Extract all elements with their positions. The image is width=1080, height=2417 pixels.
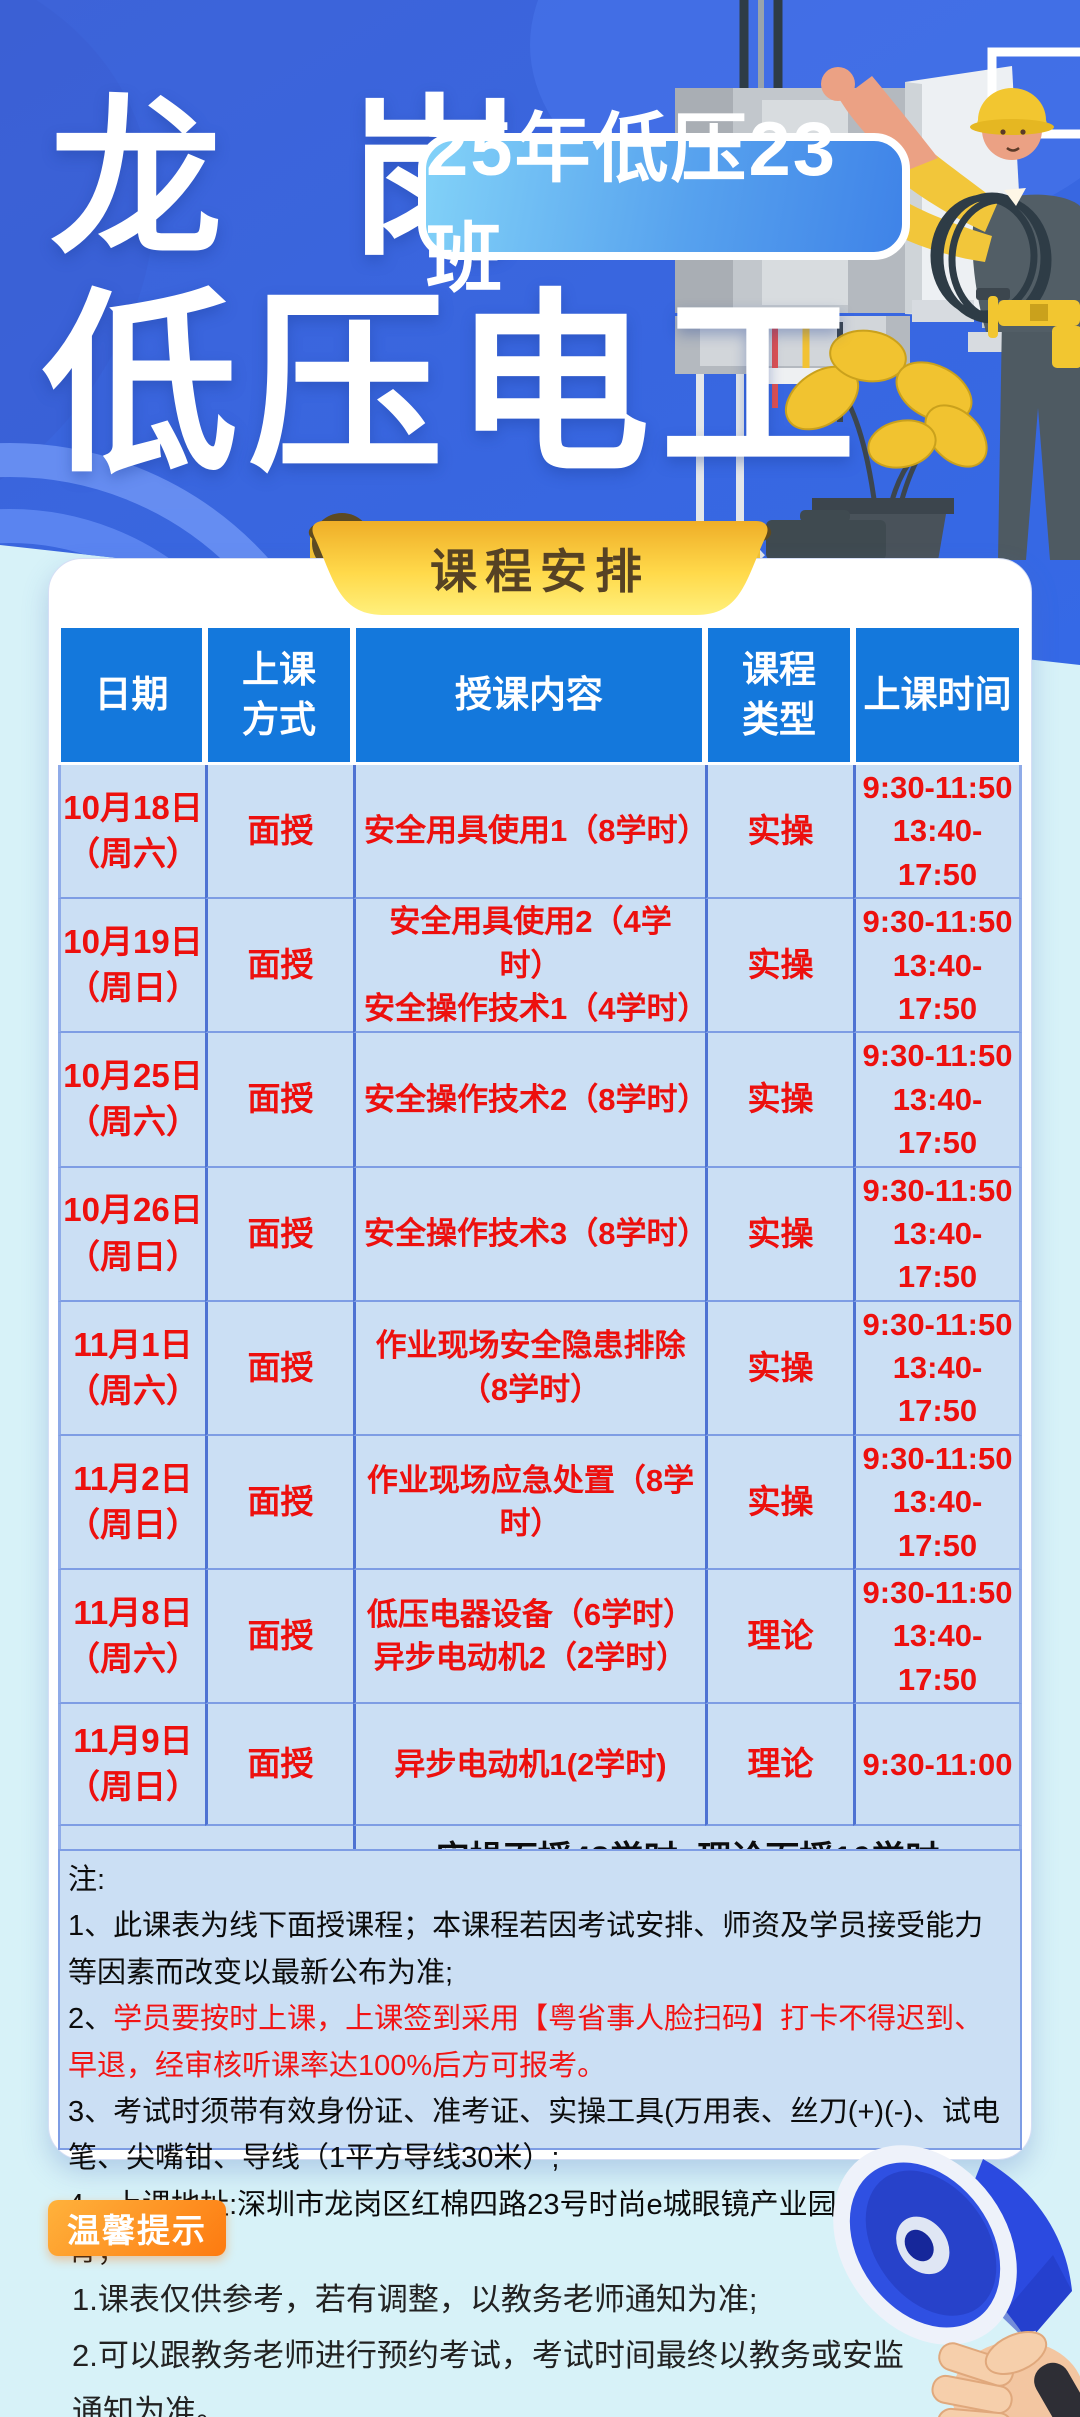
cell-type: 实操 — [705, 1167, 853, 1302]
table-row: 10月18日 （周六） 面授 安全用具使用1（8学时） 实操 9:30-11:5… — [58, 765, 1022, 900]
note-line-2: 2、学员要按时上课，上课签到采用【粤省事人脸扫码】打卡不得迟到、早退，经审核听课… — [68, 1996, 1012, 2089]
table-row: 11月8日 （周六） 面授 低压电器设备（6学时） 异步电动机2（2学时） 理论… — [58, 1570, 1022, 1705]
cell-type: 实操 — [705, 765, 853, 900]
tips-text: 1.课表仅供参考，若有调整，以教务老师通知为准; 2.可以跟教务老师进行预约考试… — [72, 2272, 932, 2417]
cell-content: 安全用具使用2（4学时） 安全操作技术1（4学时） — [353, 899, 708, 1034]
cell-type: 实操 — [705, 1435, 853, 1571]
col-header-method: 上课 方式 — [205, 625, 353, 765]
cell-date: 10月19日 （周日） — [58, 899, 205, 1034]
tip-line-2: 2.可以跟教务老师进行预约考试，考试时间最终以教务或安监通知为准。 — [72, 2337, 904, 2417]
cell-time: 9:30-11:00 — [853, 1704, 1022, 1827]
cell-time: 9:30-11:50 13:40-17:50 — [853, 1435, 1022, 1571]
cell-time: 9:30-11:50 13:40-17:50 — [853, 899, 1022, 1034]
schedule-table: 日期 上课 方式 授课内容 课程 类型 上课时间 10月18日 （周六） 面授 … — [58, 625, 1022, 1949]
cell-date: 11月9日 （周日） — [58, 1704, 205, 1827]
cell-content: 安全操作技术2（8学时） — [353, 1033, 708, 1168]
table-row: 11月1日 （周六） 面授 作业现场安全隐患排除（8学时） 实操 9:30-11… — [58, 1301, 1022, 1436]
table-row: 10月25日 （周六） 面授 安全操作技术2（8学时） 实操 9:30-11:5… — [58, 1033, 1022, 1168]
table-row: 11月2日 （周日） 面授 作业现场应急处置（8学时） 实操 9:30-11:5… — [58, 1435, 1022, 1571]
table-row: 10月19日 （周日） 面授 安全用具使用2（4学时） 安全操作技术1（4学时）… — [58, 899, 1022, 1034]
cell-content: 作业现场应急处置（8学时） — [353, 1435, 705, 1571]
warm-tips-badge: 温馨提示 — [48, 2200, 226, 2256]
cell-time: 9:30-11:50 13:40-17:50 — [853, 1301, 1022, 1436]
cell-content: 安全用具使用1（8学时） — [353, 765, 708, 900]
cell-date: 11月8日 （周六） — [58, 1570, 205, 1705]
cell-type: 理论 — [705, 1570, 853, 1705]
cell-method: 面授 — [205, 1301, 353, 1436]
cell-time: 9:30-11:50 13:40-17:50 — [853, 1570, 1022, 1705]
table-row: 11月9日 （周日） 面授 异步电动机1(2学时) 理论 9:30-11:00 — [58, 1704, 1022, 1827]
cell-method: 面授 — [205, 765, 353, 900]
cell-date: 10月18日 （周六） — [58, 765, 205, 900]
page-title-course: 低压电工 — [42, 279, 867, 496]
header-banner — [0, 0, 1080, 665]
ribbon-title: 课程安排 — [430, 545, 650, 598]
cell-method: 面授 — [205, 899, 353, 1034]
cell-type: 实操 — [705, 1033, 853, 1168]
note-2-prefix: 2、 — [68, 2003, 114, 2036]
tip-line-1: 1.课表仅供参考，若有调整，以教务老师通知为准; — [72, 2282, 758, 2317]
cell-type: 实操 — [705, 899, 853, 1034]
cell-method: 面授 — [205, 1704, 353, 1827]
note-2-text: 学员要按时上课，上课签到采用【粤省事人脸扫码】打卡不得迟到、早退，经审核听课率达… — [68, 2003, 984, 2082]
notes-box: 注: 1、此课表为线下面授课程；本课程若因考试安排、师资及学员接受能力等因素而改… — [58, 1849, 1022, 2267]
cell-date: 10月26日 （周日） — [58, 1167, 205, 1302]
ribbon-shape — [308, 521, 772, 615]
col-header-content: 授课内容 — [353, 625, 705, 765]
note-line-3: 3、考试时须带有效身份证、准考证、实操工具(万用表、丝刀(+)(-)、试电笔、尖… — [68, 2095, 1001, 2175]
cell-type: 理论 — [705, 1704, 853, 1827]
col-header-type: 课程 类型 — [705, 625, 853, 765]
wires — [739, 0, 783, 100]
cell-content: 异步电动机1(2学时) — [353, 1704, 705, 1827]
electrician-illustration — [0, 0, 1080, 665]
cell-time: 9:30-11:50 13:40-17:50 — [853, 765, 1022, 900]
cell-method: 面授 — [205, 1570, 353, 1705]
cell-content: 作业现场安全隐患排除（8学时） — [353, 1301, 705, 1436]
cell-content: 低压电器设备（6学时） 异步电动机2（2学时） — [353, 1570, 705, 1705]
ribbon-banner: 课程安排 — [300, 519, 780, 619]
class-badge: 25年低压23班 — [418, 107, 910, 302]
cell-method: 面授 — [205, 1033, 353, 1168]
cell-date: 10月25日 （周六） — [58, 1033, 205, 1168]
col-header-time: 上课时间 — [853, 625, 1022, 765]
cell-content: 安全操作技术3（8学时） — [353, 1167, 708, 1302]
note-line-1: 1、此课表为线下面授课程；本课程若因考试安排、师资及学员接受能力等因素而改变以最… — [68, 1910, 984, 1989]
cell-date: 11月2日 （周日） — [58, 1435, 205, 1571]
cell-type: 实操 — [705, 1301, 853, 1436]
table-header-row: 日期 上课 方式 授课内容 课程 类型 上课时间 — [58, 625, 1022, 765]
cell-time: 9:30-11:50 13:40-17:50 — [853, 1033, 1022, 1168]
table-row: 10月26日 （周日） 面授 安全操作技术3（8学时） 实操 9:30-11:5… — [58, 1167, 1022, 1302]
notes-heading: 注: — [68, 1864, 106, 1896]
window-icon — [987, 47, 1080, 139]
cell-method: 面授 — [205, 1167, 353, 1302]
megaphone-icon — [820, 2095, 1080, 2417]
cell-method: 面授 — [205, 1435, 353, 1571]
cell-date: 11月1日 （周六） — [58, 1301, 205, 1436]
cell-time: 9:30-11:50 13:40-17:50 — [853, 1167, 1022, 1302]
col-header-date: 日期 — [58, 625, 205, 765]
